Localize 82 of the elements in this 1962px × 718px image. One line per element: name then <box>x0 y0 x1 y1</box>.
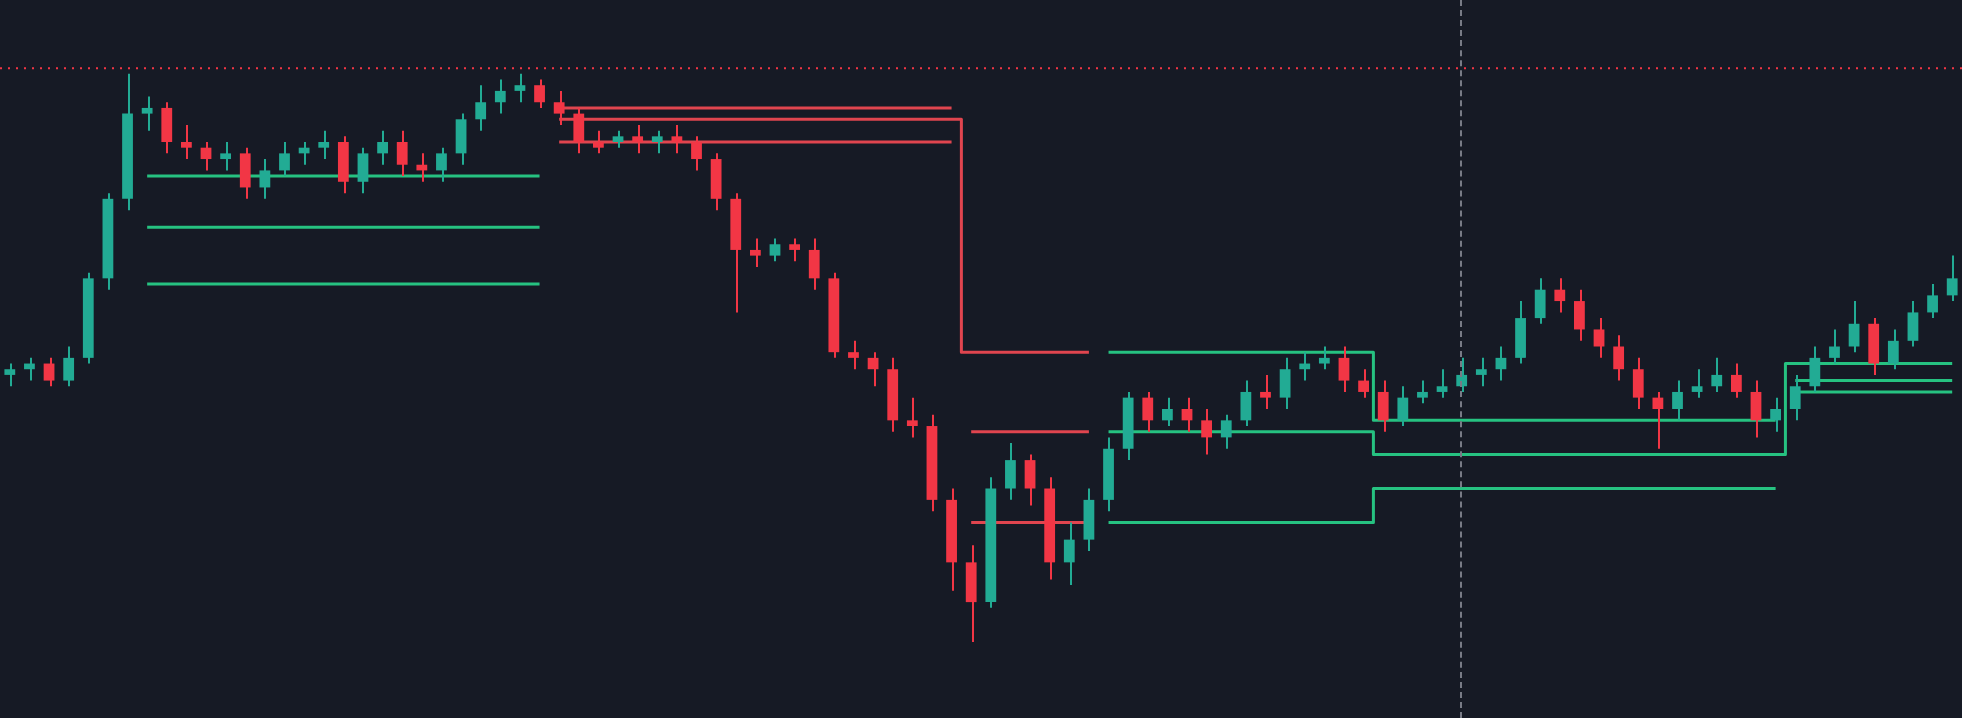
candlestick <box>906 396 918 439</box>
candlestick <box>1789 373 1801 422</box>
candlestick <box>632 123 644 155</box>
candlestick <box>1358 368 1369 399</box>
candlestick <box>1005 442 1016 501</box>
candlestick <box>1260 373 1271 410</box>
candlestick <box>1632 356 1644 410</box>
candlestick <box>239 146 251 200</box>
candlestick <box>259 158 271 200</box>
candlestick <box>1063 521 1075 587</box>
candlestick <box>24 356 35 382</box>
candlestick <box>1338 345 1350 393</box>
candlestick <box>1750 379 1762 439</box>
candlestick <box>573 106 585 155</box>
candlestick <box>1417 379 1428 405</box>
candlestick <box>671 123 683 155</box>
candlestick <box>43 356 55 388</box>
candlestick <box>749 237 761 268</box>
candlestick <box>710 152 722 212</box>
candlestick <box>1829 328 1840 365</box>
candlestick <box>1436 368 1448 399</box>
candlestick <box>1711 356 1723 393</box>
candlestick <box>651 129 663 155</box>
candlestick <box>1848 300 1860 354</box>
candlestick <box>769 237 781 263</box>
candlestick <box>1201 407 1213 456</box>
candlestick <box>965 544 977 643</box>
candlestick <box>691 135 702 172</box>
candlestick <box>220 141 232 172</box>
candlestick <box>1083 487 1095 552</box>
candlestick <box>1299 351 1311 382</box>
candlestick <box>181 123 192 161</box>
candlestick <box>1672 379 1683 422</box>
candlestick <box>1907 300 1919 348</box>
candlestick <box>1475 356 1487 388</box>
candlestick <box>553 89 565 126</box>
candlestick <box>1730 362 1742 399</box>
candlestick <box>1927 283 1938 320</box>
candlestick <box>298 141 310 166</box>
candlestick <box>1515 300 1526 365</box>
candlestick <box>4 362 16 388</box>
candlestick <box>1593 317 1605 359</box>
candlestick <box>1142 390 1154 433</box>
candlestick <box>593 129 604 155</box>
candlestick <box>279 141 290 178</box>
candlestick <box>63 345 75 388</box>
candlestick <box>1279 356 1291 410</box>
candlestick <box>1652 390 1664 450</box>
candlestick <box>357 146 369 195</box>
candlestick <box>318 129 330 161</box>
candlestick <box>848 339 859 371</box>
candlestick <box>1691 368 1703 399</box>
candlestick <box>1868 317 1880 376</box>
candlestick <box>494 78 506 115</box>
candlestick <box>1318 345 1330 371</box>
candlestick <box>1887 328 1899 371</box>
candlestick <box>514 72 526 104</box>
candlestick <box>1554 277 1566 314</box>
candlestick <box>455 112 467 166</box>
candlestick <box>377 129 388 166</box>
candlestick <box>808 237 820 291</box>
candlestick <box>1534 277 1546 325</box>
candlestick <box>475 84 487 132</box>
candlestick <box>416 152 428 183</box>
candlestick <box>1397 385 1409 428</box>
candlestick <box>161 101 173 155</box>
candlestick <box>1024 453 1036 507</box>
candlestick <box>1161 396 1173 428</box>
candlestick <box>1613 334 1625 382</box>
candlestick <box>789 237 801 263</box>
candlestick <box>396 129 408 178</box>
candlestick <box>1377 379 1389 433</box>
candlestick <box>1770 396 1782 433</box>
candlestick <box>1946 254 1958 303</box>
candlestick <box>1809 345 1821 393</box>
candlestick <box>436 146 447 183</box>
candlestick <box>141 95 153 132</box>
candlestick <box>337 135 349 195</box>
candlestick <box>1220 413 1232 450</box>
candlestick <box>534 78 545 109</box>
candlestick <box>1574 288 1585 342</box>
candlestick <box>1240 379 1252 428</box>
